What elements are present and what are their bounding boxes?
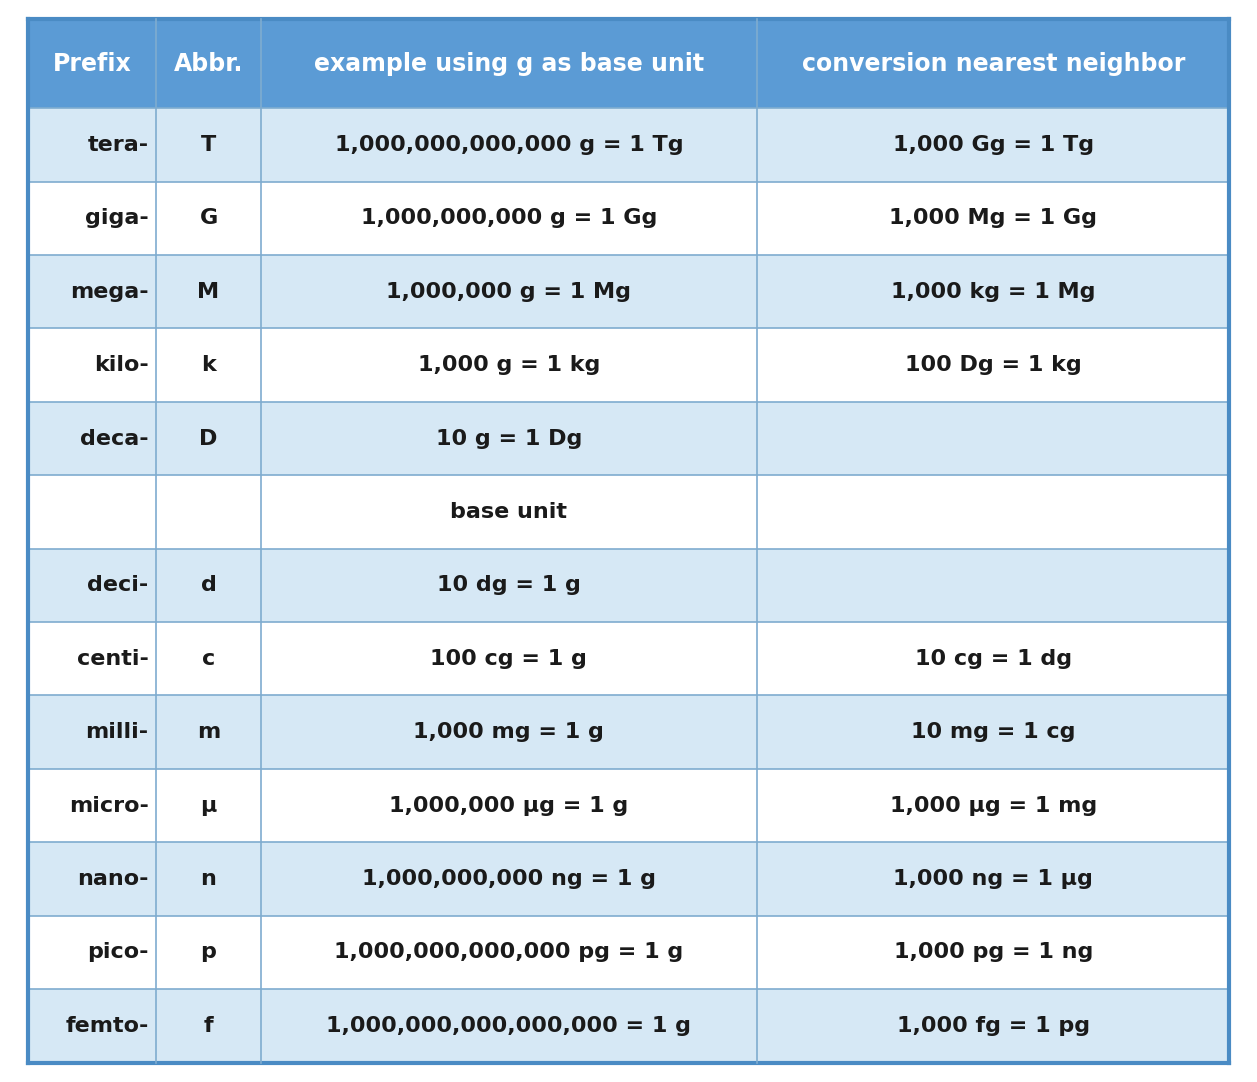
Bar — [28, 915, 1229, 989]
Text: 1,000 fg = 1 pg: 1,000 fg = 1 pg — [896, 1016, 1090, 1035]
Text: 10 dg = 1 g: 10 dg = 1 g — [437, 576, 581, 595]
Text: conversion nearest neighbor: conversion nearest neighbor — [802, 52, 1185, 76]
Text: 1,000,000,000,000 pg = 1 g: 1,000,000,000,000 pg = 1 g — [334, 942, 684, 962]
Bar — [28, 769, 1229, 842]
Text: 1,000 kg = 1 Mg: 1,000 kg = 1 Mg — [891, 281, 1095, 302]
Text: 1,000,000,000 ng = 1 g: 1,000,000,000 ng = 1 g — [362, 869, 656, 889]
Text: f: f — [204, 1016, 214, 1035]
Text: pico-: pico- — [87, 942, 148, 962]
Text: Prefix: Prefix — [53, 52, 131, 76]
Bar — [28, 19, 1229, 108]
Text: 1,000 pg = 1 ng: 1,000 pg = 1 ng — [894, 942, 1092, 962]
Text: 1,000 mg = 1 g: 1,000 mg = 1 g — [414, 722, 605, 742]
Text: giga-: giga- — [85, 209, 148, 228]
Text: T: T — [201, 135, 216, 155]
Text: G: G — [200, 209, 217, 228]
Bar — [28, 989, 1229, 1063]
Bar — [28, 182, 1229, 255]
Text: deca-: deca- — [80, 428, 148, 449]
Text: 100 Dg = 1 kg: 100 Dg = 1 kg — [905, 355, 1081, 375]
Text: 1,000,000,000,000 g = 1 Tg: 1,000,000,000,000 g = 1 Tg — [334, 135, 684, 155]
Text: p: p — [201, 942, 216, 962]
Text: example using g as base unit: example using g as base unit — [314, 52, 704, 76]
Bar — [28, 549, 1229, 622]
Bar — [28, 696, 1229, 769]
Text: Abbr.: Abbr. — [173, 52, 243, 76]
Bar — [28, 622, 1229, 696]
Text: milli-: milli- — [85, 722, 148, 742]
Bar — [28, 108, 1229, 182]
Text: 1,000,000 g = 1 Mg: 1,000,000 g = 1 Mg — [386, 281, 631, 302]
Text: m: m — [197, 722, 220, 742]
Text: 1,000 Mg = 1 Gg: 1,000 Mg = 1 Gg — [889, 209, 1097, 228]
Text: 1,000,000,000,000,000 = 1 g: 1,000,000,000,000,000 = 1 g — [327, 1016, 691, 1035]
Bar — [28, 255, 1229, 329]
Text: n: n — [201, 869, 216, 889]
Text: 1,000 μg = 1 mg: 1,000 μg = 1 mg — [890, 795, 1097, 816]
Bar — [28, 842, 1229, 915]
Text: μ: μ — [200, 795, 216, 816]
Text: c: c — [202, 649, 215, 669]
Text: 1,000 g = 1 kg: 1,000 g = 1 kg — [417, 355, 600, 375]
Text: d: d — [201, 576, 216, 595]
Text: mega-: mega- — [70, 281, 148, 302]
Text: nano-: nano- — [77, 869, 148, 889]
Text: 1,000,000 μg = 1 g: 1,000,000 μg = 1 g — [390, 795, 628, 816]
Text: M: M — [197, 281, 220, 302]
Text: femto-: femto- — [65, 1016, 148, 1035]
Text: centi-: centi- — [77, 649, 148, 669]
Text: deci-: deci- — [88, 576, 148, 595]
Text: D: D — [200, 428, 217, 449]
Text: base unit: base unit — [450, 502, 567, 522]
Bar — [28, 475, 1229, 549]
Text: 10 cg = 1 dg: 10 cg = 1 dg — [915, 649, 1072, 669]
Text: 10 g = 1 Dg: 10 g = 1 Dg — [436, 428, 582, 449]
Text: 1,000 ng = 1 μg: 1,000 ng = 1 μg — [894, 869, 1094, 889]
Bar — [28, 329, 1229, 401]
Text: 1,000 Gg = 1 Tg: 1,000 Gg = 1 Tg — [892, 135, 1094, 155]
Text: micro-: micro- — [69, 795, 148, 816]
Bar — [28, 401, 1229, 475]
Text: 100 cg = 1 g: 100 cg = 1 g — [430, 649, 587, 669]
Text: k: k — [201, 355, 216, 375]
Text: tera-: tera- — [88, 135, 148, 155]
Text: 1,000,000,000 g = 1 Gg: 1,000,000,000 g = 1 Gg — [361, 209, 657, 228]
Text: 10 mg = 1 cg: 10 mg = 1 cg — [911, 722, 1076, 742]
Text: kilo-: kilo- — [94, 355, 148, 375]
